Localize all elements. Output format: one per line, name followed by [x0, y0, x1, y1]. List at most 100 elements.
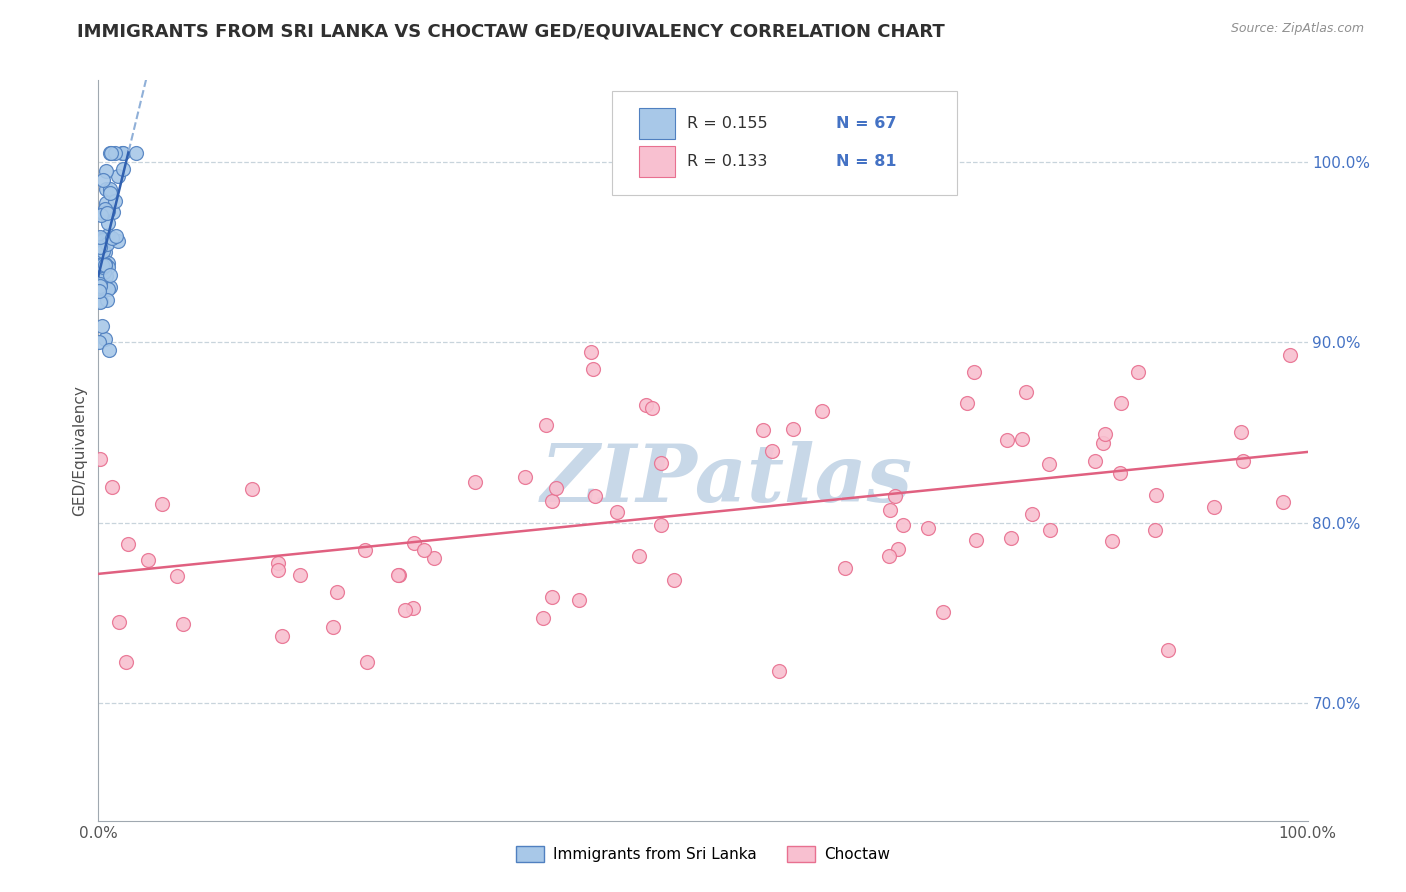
- Point: [89, 260, 111, 274]
- Point: [89, 252, 111, 267]
- Point: [956, 396, 979, 410]
- Point: [94, 202, 117, 217]
- Point: [136, 553, 159, 567]
- Point: [634, 399, 657, 413]
- Point: [322, 620, 344, 634]
- Point: [87, 253, 110, 268]
- Point: [581, 344, 603, 359]
- Point: [270, 629, 292, 643]
- Point: [124, 145, 146, 160]
- Point: [107, 169, 129, 184]
- Point: [91, 231, 114, 245]
- Point: [96, 206, 118, 220]
- Point: [93, 258, 115, 272]
- Point: [89, 229, 111, 244]
- Point: [932, 605, 955, 619]
- Point: [101, 230, 124, 244]
- Point: [87, 244, 110, 258]
- Point: [90, 258, 112, 272]
- Point: [891, 518, 914, 533]
- Legend: Immigrants from Sri Lanka, Choctaw: Immigrants from Sri Lanka, Choctaw: [510, 839, 896, 869]
- Point: [533, 611, 555, 625]
- Point: [1101, 533, 1123, 548]
- Point: [1126, 365, 1149, 379]
- Point: [394, 603, 416, 617]
- Point: [96, 182, 118, 196]
- Point: [1015, 385, 1038, 400]
- Point: [782, 422, 804, 436]
- Point: [1084, 454, 1107, 468]
- Point: [541, 590, 564, 604]
- Point: [1038, 457, 1060, 471]
- Point: [90, 244, 112, 258]
- Text: N = 67: N = 67: [837, 116, 897, 131]
- Point: [87, 334, 110, 349]
- Text: R = 0.133: R = 0.133: [688, 154, 768, 169]
- Point: [104, 145, 127, 160]
- Point: [1232, 454, 1254, 468]
- Point: [834, 560, 856, 574]
- Text: ZIPatlas: ZIPatlas: [541, 442, 914, 519]
- Point: [1156, 642, 1178, 657]
- Point: [89, 279, 111, 293]
- Y-axis label: GED/Equivalency: GED/Equivalency: [72, 385, 87, 516]
- Point: [97, 228, 120, 243]
- Point: [1144, 523, 1167, 537]
- Point: [1111, 395, 1133, 409]
- Point: [90, 260, 112, 275]
- Point: [96, 293, 118, 307]
- Point: [97, 260, 120, 275]
- Point: [752, 423, 775, 437]
- Point: [111, 162, 134, 177]
- Point: [326, 585, 349, 599]
- Point: [114, 655, 136, 669]
- Point: [100, 186, 122, 201]
- Point: [288, 568, 311, 582]
- Point: [98, 343, 121, 357]
- Point: [91, 172, 114, 186]
- Point: [1271, 495, 1294, 509]
- Point: [664, 574, 686, 588]
- Point: [89, 269, 111, 284]
- Point: [108, 615, 131, 629]
- Point: [1000, 532, 1022, 546]
- Point: [93, 258, 115, 272]
- Point: [90, 293, 112, 308]
- Point: [402, 536, 425, 550]
- Point: [91, 263, 114, 277]
- Point: [1021, 507, 1043, 521]
- Point: [568, 593, 591, 607]
- Point: [111, 145, 134, 160]
- Point: [768, 664, 790, 678]
- Point: [100, 279, 122, 293]
- Point: [89, 284, 111, 298]
- Point: [93, 244, 115, 258]
- Point: [90, 319, 112, 334]
- Point: [877, 549, 900, 564]
- Point: [1094, 426, 1116, 441]
- Point: [1039, 523, 1062, 537]
- FancyBboxPatch shape: [638, 146, 675, 178]
- FancyBboxPatch shape: [638, 108, 675, 139]
- Point: [111, 145, 134, 160]
- Point: [90, 257, 112, 271]
- Point: [1011, 432, 1033, 446]
- Point: [879, 502, 901, 516]
- Point: [583, 489, 606, 503]
- Text: N = 81: N = 81: [837, 154, 897, 169]
- Point: [240, 483, 263, 497]
- Text: Source: ZipAtlas.com: Source: ZipAtlas.com: [1230, 22, 1364, 36]
- Point: [89, 452, 111, 467]
- Point: [1109, 466, 1132, 480]
- FancyBboxPatch shape: [613, 91, 957, 195]
- Point: [104, 229, 127, 244]
- Point: [93, 265, 115, 279]
- Point: [103, 205, 125, 219]
- Point: [402, 600, 425, 615]
- Point: [100, 145, 122, 160]
- Point: [94, 245, 117, 260]
- Point: [387, 568, 409, 582]
- Point: [606, 505, 628, 519]
- Point: [354, 543, 377, 558]
- Point: [91, 260, 114, 274]
